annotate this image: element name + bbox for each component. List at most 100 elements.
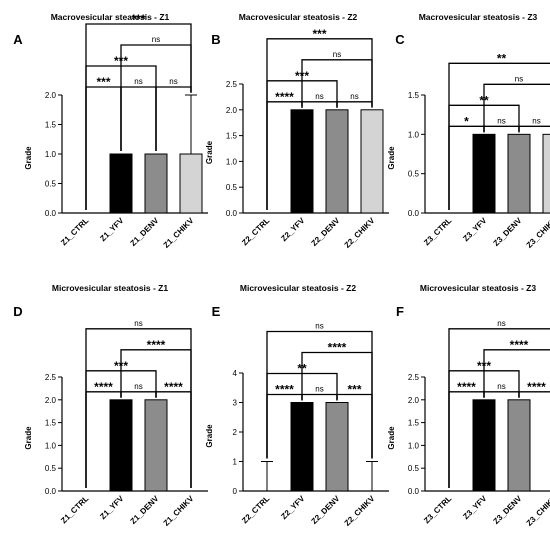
significance-bracket bbox=[448, 62, 550, 210]
significance-label: **** bbox=[147, 338, 166, 352]
bar-Z3_YFV bbox=[472, 133, 496, 214]
significance-label: ns bbox=[532, 116, 540, 125]
y-tick-label: 1 bbox=[233, 458, 238, 467]
y-tick-label: 0.0 bbox=[45, 487, 57, 496]
y-tick-label: 2 bbox=[233, 428, 238, 437]
significance-label: *** bbox=[347, 383, 361, 397]
y-tick-label: 1.5 bbox=[226, 132, 238, 141]
x-tick-label: Z3_CHIKV bbox=[525, 494, 550, 528]
x-tick-label: Z2_CTRL bbox=[240, 216, 271, 247]
significance-label: **** bbox=[164, 380, 183, 394]
bar-Z3_DENV bbox=[507, 133, 531, 214]
significance-bracket bbox=[85, 23, 192, 210]
significance-bracket bbox=[266, 38, 373, 210]
significance-bracket bbox=[155, 86, 192, 151]
x-tick-label: Z3_CTRL bbox=[422, 216, 453, 247]
y-tick-label: 2.0 bbox=[408, 396, 420, 405]
y-axis-label: Grade bbox=[387, 426, 396, 450]
y-tick-label: 4 bbox=[233, 369, 238, 378]
significance-bracket bbox=[483, 125, 520, 133]
significance-label: ns bbox=[350, 92, 358, 101]
x-tick-label: Z2_CHIKV bbox=[343, 216, 377, 250]
panel-A: Macrovesicular steatosis - Z1 A 0.0 0.5 1.0 1… bbox=[13, 12, 208, 250]
panel-title: Macrovesicular steatosis - Z2 bbox=[239, 12, 358, 22]
panel-title: Microvesicular steatosis - Z1 bbox=[52, 283, 168, 293]
y-tick-label: 1.0 bbox=[226, 157, 238, 166]
significance-bracket bbox=[336, 101, 373, 108]
panel-E: Microvesicular steatosis - Z2 E 0 1 2 3 4 Grade… bbox=[205, 283, 389, 528]
x-tick-label: Z1_CTRL bbox=[59, 216, 90, 247]
significance-label: ns bbox=[515, 74, 523, 83]
significance-bracket bbox=[448, 328, 550, 488]
x-tick-label: Z1_CHIKV bbox=[162, 494, 196, 528]
x-tick-label: Z3_YFV bbox=[461, 216, 489, 244]
significance-bracket bbox=[483, 391, 520, 398]
y-tick-label: 1.0 bbox=[45, 441, 57, 450]
significance-label: **** bbox=[457, 380, 476, 394]
y-axis-label: Grade bbox=[387, 146, 396, 170]
y-tick-label: 0.0 bbox=[408, 487, 420, 496]
y-tick-label: 1.5 bbox=[408, 91, 420, 100]
bar-Z2_YFV bbox=[290, 402, 314, 492]
bar-Z3_YFV bbox=[472, 399, 496, 492]
y-tick-label: 1.5 bbox=[408, 419, 420, 428]
panel-D: Microvesicular steatosis - Z1 D 0.0 0.5 1.0 1… bbox=[13, 283, 208, 528]
y-axis-label: Grade bbox=[24, 426, 33, 450]
x-tick-label: Z1_DENV bbox=[129, 216, 161, 248]
y-tick-label: 1.5 bbox=[45, 121, 57, 130]
significance-label: ns bbox=[497, 382, 505, 391]
panel-title: Microvesicular steatosis - Z3 bbox=[420, 283, 536, 293]
panel-title: Macrovesicular steatosis - Z3 bbox=[419, 12, 538, 22]
x-tick-label: Z2_CHIKV bbox=[343, 494, 377, 528]
y-tick-label: 1.5 bbox=[45, 419, 57, 428]
x-tick-label: Z3_DENV bbox=[492, 494, 524, 526]
y-tick-label: 0.5 bbox=[45, 464, 57, 473]
panel-B: Macrovesicular steatosis - Z2 B 0.0 0.5 1.0 1… bbox=[205, 12, 389, 250]
y-tick-label: 2.0 bbox=[45, 91, 57, 100]
significance-label: **** bbox=[527, 380, 546, 394]
significance-label: *** bbox=[312, 27, 326, 41]
x-tick-label: Z3_CHIKV bbox=[525, 216, 550, 250]
x-tick-label: Z2_DENV bbox=[310, 494, 342, 526]
significance-label: ** bbox=[497, 51, 507, 65]
bar-Z1_DENV bbox=[144, 153, 168, 214]
x-tick-label: Z3_DENV bbox=[492, 216, 524, 248]
bar-Z3_DENV bbox=[507, 399, 531, 492]
significance-label: **** bbox=[275, 90, 294, 104]
y-tick-label: 1.0 bbox=[408, 441, 420, 450]
significance-bracket bbox=[518, 125, 550, 133]
significance-label: **** bbox=[94, 380, 113, 394]
panel-letter: F bbox=[396, 304, 404, 319]
y-tick-label: 0.5 bbox=[408, 464, 420, 473]
significance-label: ns bbox=[315, 92, 323, 101]
bar-Z1_CHIKV bbox=[179, 153, 203, 214]
bar-Z3_CHIKV bbox=[542, 133, 550, 214]
significance-label: ns bbox=[134, 77, 142, 86]
significance-label: ns bbox=[315, 385, 323, 394]
y-axis-label: Grade bbox=[205, 140, 214, 164]
y-tick-label: 0.5 bbox=[226, 183, 238, 192]
y-tick-label: 0.0 bbox=[226, 209, 238, 218]
x-tick-label: Z2_DENV bbox=[310, 216, 342, 248]
panel-title: Microvesicular steatosis - Z2 bbox=[240, 283, 356, 293]
bar-Z2_DENV bbox=[325, 402, 349, 492]
x-tick-label: Z1_CHIKV bbox=[162, 216, 196, 250]
significance-bracket bbox=[483, 349, 550, 397]
y-tick-label: 2.0 bbox=[226, 106, 238, 115]
significance-label: **** bbox=[510, 338, 529, 352]
significance-label: ns bbox=[497, 116, 505, 125]
significance-bracket bbox=[483, 83, 550, 132]
y-axis-label: Grade bbox=[24, 146, 33, 170]
significance-label: *** bbox=[96, 75, 110, 89]
x-tick-label: Z1_DENV bbox=[129, 494, 161, 526]
y-tick-label: 0 bbox=[233, 487, 238, 496]
y-tick-label: 2.0 bbox=[45, 396, 57, 405]
x-tick-label: Z2_YFV bbox=[279, 216, 307, 244]
significance-bracket bbox=[120, 86, 157, 151]
panel-letter: E bbox=[212, 304, 221, 319]
panel-letter: D bbox=[13, 304, 22, 319]
significance-label: ns bbox=[152, 35, 160, 44]
significance-label: * bbox=[464, 114, 469, 128]
x-tick-label: Z1_YFV bbox=[98, 494, 126, 522]
